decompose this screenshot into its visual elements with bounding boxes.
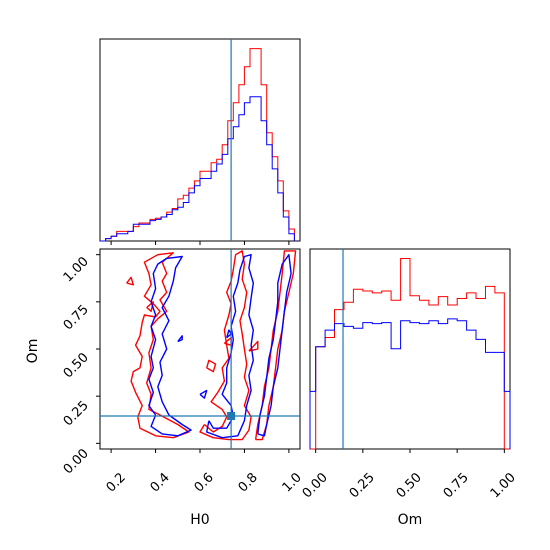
h0-hist-series-0 xyxy=(100,48,295,242)
y-tick-label-1: 0.25 xyxy=(61,398,92,429)
h0-hist-series-1 xyxy=(100,96,295,242)
x-tick-label-1: 0.4 xyxy=(148,470,173,495)
x-tick-label-0: 0.2 xyxy=(104,470,129,495)
contour-s1-2 xyxy=(257,253,292,437)
om-histogram xyxy=(309,249,511,453)
y-tick-label-0: 0.00 xyxy=(61,446,92,477)
y-tick-label-2: 0.50 xyxy=(61,350,92,381)
om-hist-series-1 xyxy=(309,318,511,449)
y-axis-label-om: Om xyxy=(25,339,41,364)
om-x-tick-label-2: 0.50 xyxy=(394,470,425,501)
contour-s1-4 xyxy=(226,329,232,339)
y-tick-label-3: 0.75 xyxy=(61,302,92,333)
x-tick-label-2: 0.6 xyxy=(192,470,217,495)
contour-s1-1 xyxy=(205,253,255,439)
y-tick-label-4: 1.00 xyxy=(61,254,92,285)
truth-marker xyxy=(227,411,236,420)
h0-histogram xyxy=(100,39,295,245)
contour-s0-5 xyxy=(206,359,217,373)
h0-om-contours xyxy=(96,249,300,453)
om-x-tick-label-3: 0.75 xyxy=(441,470,472,501)
om-x-tick-label-0: 0.00 xyxy=(300,470,331,501)
om-x-tick-label-1: 0.25 xyxy=(347,470,378,501)
om-x-tick-label-4: 1.00 xyxy=(488,470,519,501)
contour-s0-0 xyxy=(130,252,190,439)
contour-s0-7 xyxy=(248,340,259,352)
contour-s0-1 xyxy=(199,250,252,441)
contour-s1-3 xyxy=(177,335,183,343)
h0-marginal-frame xyxy=(99,38,301,242)
x-axis-label-om: Om xyxy=(398,512,423,528)
x-axis-label-h0: H0 xyxy=(190,512,209,528)
om-hist-series-0 xyxy=(310,258,510,450)
contour-s1-0 xyxy=(148,255,192,437)
contour-s1-5 xyxy=(199,389,208,399)
contour-s0-3 xyxy=(126,276,135,286)
x-tick-label-3: 0.8 xyxy=(236,470,261,495)
